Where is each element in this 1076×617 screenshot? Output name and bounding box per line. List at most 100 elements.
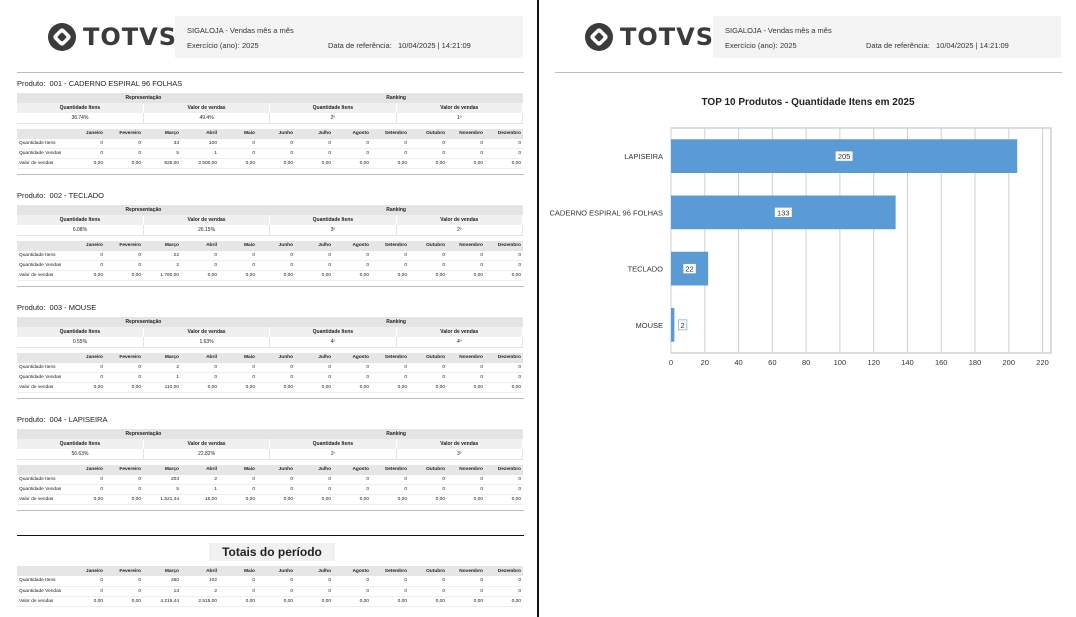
header-divider	[17, 72, 524, 73]
month-header: Junho	[257, 464, 295, 475]
metric-header: Valor de vendas	[143, 103, 271, 113]
data-label: 2	[681, 321, 685, 330]
table-cell: 0,00	[333, 158, 371, 169]
x-tick-label: 60	[768, 358, 776, 367]
table-cell: 0	[485, 474, 523, 485]
table-cell: 0,00	[371, 158, 409, 169]
table-cell: 0	[257, 138, 295, 149]
month-header-row: Janeiro Fevereiro Março Abril Maio Junho Julho…	[17, 464, 523, 475]
x-tick-label: 40	[734, 358, 742, 367]
table-cell: 0	[105, 484, 143, 495]
table-cell: 0,00	[333, 382, 371, 393]
metric-value: 56.63%	[17, 449, 144, 460]
table-cell: 0	[409, 260, 447, 271]
table-cell: 0,00	[371, 596, 409, 607]
table-cell: 0,00	[409, 494, 447, 505]
table-cell: 0	[67, 484, 105, 495]
report-title: SIGALOJA - Vendas mês a mês	[187, 26, 294, 35]
metric-header: Valor de vendas	[143, 439, 271, 449]
table-cell: 33	[143, 138, 181, 149]
representation-header: Representação	[17, 317, 270, 327]
table-cell: 0	[371, 148, 409, 159]
totvs-logo-icon	[48, 23, 76, 51]
totvs-logo: TOTVS	[584, 22, 714, 52]
month-header: Dezembro	[485, 566, 523, 576]
table-cell: 0,00	[371, 382, 409, 393]
month-header: Fevereiro	[105, 240, 143, 251]
data-label: 205	[838, 152, 851, 161]
representation-table: Representação Ranking Quantidade Itens Valo…	[17, 317, 524, 348]
table-cell: 0	[295, 474, 333, 485]
month-header: Fevereiro	[105, 566, 143, 576]
metric-value: 3º	[396, 449, 524, 460]
x-tick-label: 100	[834, 358, 847, 367]
product-title: Produto: 003 - MOUSE	[17, 303, 523, 313]
table-cell: 2	[143, 362, 181, 373]
month-header: Outubro	[409, 128, 447, 139]
table-cell: 0	[409, 250, 447, 261]
table-cell: 0	[295, 372, 333, 383]
totals-section: Janeiro Fevereiro Março Abril Maio Junho Julho…	[17, 566, 523, 607]
month-header: Agosto	[333, 464, 371, 475]
product-section: Produto: 002 - TECLADO Representação Ranki…	[17, 191, 524, 287]
representation-value-row: 6.08% 26.15% 3º 2º	[17, 225, 524, 236]
x-tick-label: 20	[701, 358, 709, 367]
table-cell: 0,00	[67, 494, 105, 505]
table-row: Quantidade Vendas 0 0 5 1 0 0 0 0 0 0 0 0	[17, 484, 523, 495]
table-cell: 0,00	[181, 270, 219, 281]
table-cell: 0	[447, 576, 485, 587]
table-cell: 0,00	[257, 596, 295, 607]
metric-value: 22.82%	[143, 449, 271, 460]
table-cell: 0	[295, 586, 333, 597]
table-cell: 0,00	[295, 494, 333, 505]
table-cell: 0	[219, 362, 257, 373]
table-cell: 1	[181, 484, 219, 495]
table-cell: 0,00	[485, 270, 523, 281]
month-header: Agosto	[333, 566, 371, 576]
representation-header-row: Representação Ranking	[17, 205, 523, 215]
month-header: Julho	[295, 128, 333, 139]
table-cell: 2.500,00	[181, 158, 219, 169]
report-title: SIGALOJA - Vendas mês a mês	[725, 26, 832, 35]
table-cell: 0	[485, 576, 523, 587]
table-cell: 0	[371, 372, 409, 383]
table-cell: 100	[181, 138, 219, 149]
totals-divider	[17, 535, 524, 536]
table-cell: 0	[447, 148, 485, 159]
metric-value: 49.4%	[143, 113, 271, 124]
month-header: Outubro	[409, 352, 447, 363]
metric-value: 1.63%	[143, 337, 271, 348]
table-row: Quantidade Itens 0 0 22 0 0 0 0 0 0 0 0 0	[17, 250, 523, 261]
table-cell: 0	[219, 148, 257, 159]
month-header: Julho	[295, 464, 333, 475]
row-label: Quantidade Itens	[17, 362, 67, 373]
table-cell: 2	[181, 586, 219, 597]
table-cell: 2.515,00	[181, 596, 219, 607]
row-label: Valor de vendas	[17, 158, 67, 169]
table-cell: 0	[105, 474, 143, 485]
table-cell: 0,00	[105, 382, 143, 393]
table-cell: 0	[67, 138, 105, 149]
table-cell: 0	[447, 138, 485, 149]
month-header: Março	[143, 128, 181, 139]
representation-header-row: Representação Ranking	[17, 93, 523, 103]
month-header: Abril	[181, 128, 219, 139]
table-cell: 0	[295, 138, 333, 149]
month-header: Abril	[181, 566, 219, 576]
table-row: Valor de vendas 0,00 0,00 110,00 0,00 0,00 0,0…	[17, 382, 523, 393]
totvs-logo: TOTVS	[47, 22, 177, 52]
row-label: Quantidade Vendas	[17, 260, 67, 271]
table-cell: 0,00	[219, 494, 257, 505]
table-cell: 1	[181, 148, 219, 159]
metric-header: Quantidade Itens	[17, 215, 144, 225]
table-cell: 0,00	[485, 494, 523, 505]
table-cell: 0,00	[409, 382, 447, 393]
month-header: Dezembro	[485, 128, 523, 139]
table-cell: 0	[219, 138, 257, 149]
metric-value: 6.08%	[17, 225, 144, 236]
table-cell: 0	[333, 362, 371, 373]
table-cell: 0,00	[333, 270, 371, 281]
report-page-1: TOTVS SIGALOJA - Vendas mês a mês Exercí…	[0, 0, 537, 617]
month-header: Julho	[295, 240, 333, 251]
month-header: Agosto	[333, 128, 371, 139]
